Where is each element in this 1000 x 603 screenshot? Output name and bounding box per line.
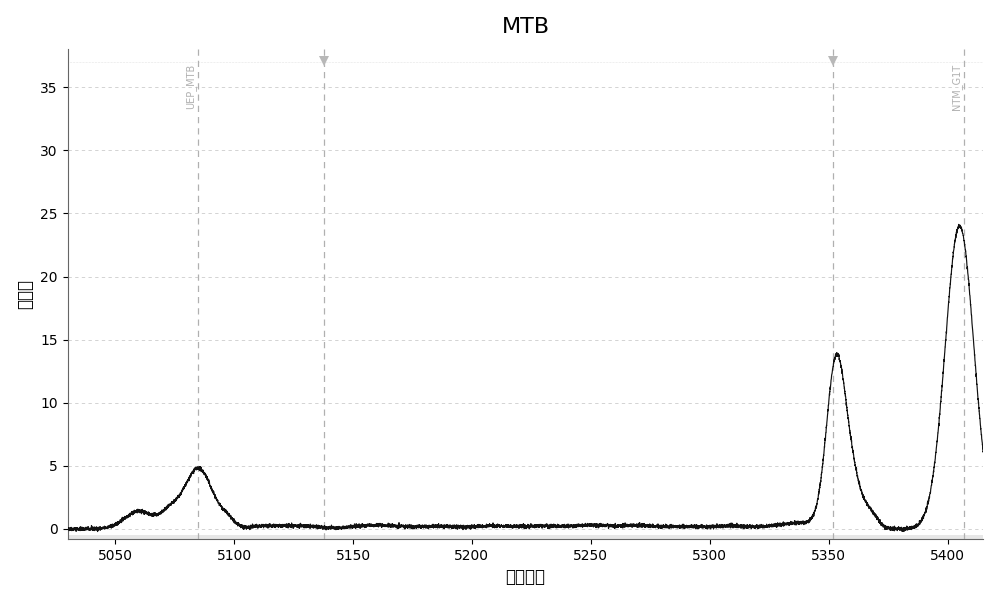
X-axis label: 分子质量: 分子质量	[505, 569, 545, 586]
Y-axis label: 峰强度: 峰强度	[17, 279, 35, 309]
Text: NTM_G1T: NTM_G1T	[951, 64, 962, 110]
Bar	[68, 535, 983, 539]
Text: UEP_MTB: UEP_MTB	[185, 64, 196, 109]
Title: MTB: MTB	[501, 17, 550, 37]
